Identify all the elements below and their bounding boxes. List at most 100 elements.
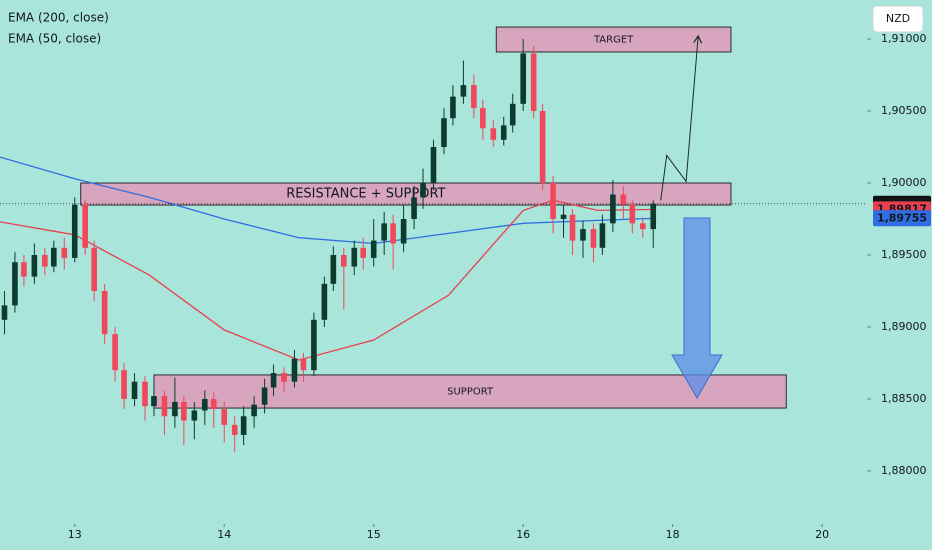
ema-lines — [0, 156, 867, 361]
candle-body — [281, 373, 287, 382]
candle-body — [210, 398, 217, 410]
y-tick-label: 1,90500 — [881, 104, 927, 117]
axes: 1,88000 1,88500 1,89000 1,89500 1,90000 1,905… — [68, 32, 931, 541]
zone — [495, 26, 732, 53]
candle-body — [231, 424, 238, 435]
candle-body — [172, 401, 178, 417]
y-tick-label: 1,88000 — [881, 464, 927, 477]
zone-label: TARGET — [593, 35, 634, 46]
candle-body — [599, 223, 606, 248]
candle-body — [341, 255, 347, 267]
candle-body — [530, 53, 537, 112]
candle-body — [61, 247, 68, 258]
x-tick-label: 16 — [516, 528, 530, 541]
candle-body — [112, 334, 118, 371]
projection-path — [660, 37, 698, 201]
x-tick-label: 20 — [815, 528, 829, 541]
candle-body — [381, 223, 387, 241]
candle-body — [51, 247, 57, 267]
currency-box[interactable] — [872, 5, 924, 33]
candle-body — [121, 370, 127, 399]
candle-body — [82, 204, 89, 248]
candle-body — [441, 118, 447, 148]
price-tag-label: 1,89755 — [877, 211, 927, 224]
x-tick-label: 14 — [217, 528, 231, 541]
candle-body — [509, 103, 516, 126]
y-tick-label: 1,88500 — [881, 392, 927, 405]
legend-entry: EMA (200, close) — [8, 11, 109, 25]
x-tick-label: 18 — [666, 528, 680, 541]
candle-body — [420, 183, 426, 198]
candle-body — [629, 204, 636, 224]
candle-body — [390, 223, 396, 244]
candle-body — [131, 381, 138, 399]
down-arrow — [671, 217, 723, 399]
candle-body — [71, 204, 78, 258]
zones: TARGET RESISTANCE + SUPPORT SUPPORT — [80, 26, 787, 409]
candle-body — [240, 416, 247, 435]
candle-body — [221, 409, 228, 425]
candle-body — [201, 398, 208, 411]
candle-body — [351, 247, 358, 267]
candle-body — [490, 128, 497, 140]
y-tick-label: 1,90000 — [881, 176, 927, 189]
candle-body — [370, 240, 377, 258]
candle-body — [91, 247, 97, 291]
candle-body — [639, 223, 646, 230]
candle-body — [411, 197, 417, 220]
candle-body — [101, 290, 108, 335]
candle-body — [42, 255, 48, 267]
candle-body — [400, 219, 407, 244]
candle-body — [500, 125, 507, 140]
candle-body — [181, 401, 187, 421]
candle-body — [291, 358, 298, 382]
candle-body — [251, 404, 257, 417]
candle-body — [550, 183, 556, 220]
candle-body — [539, 111, 546, 184]
candle-body — [321, 283, 328, 320]
candle-body — [300, 358, 307, 371]
x-tick-label: 13 — [68, 528, 82, 541]
zone — [80, 182, 732, 206]
ema-line — [0, 156, 655, 245]
candle-body — [520, 53, 526, 104]
candle-body — [620, 194, 627, 205]
candle-body — [590, 229, 597, 248]
candle-body — [161, 396, 168, 417]
currency[interactable]: NZD — [886, 12, 910, 25]
x-tick-label: 15 — [367, 528, 381, 541]
candle-body — [31, 255, 38, 277]
y-tick-label: 1,91000 — [881, 32, 927, 45]
candle-body — [311, 319, 317, 371]
candles — [1, 39, 657, 453]
candle-body — [560, 214, 567, 220]
zone — [153, 374, 787, 409]
candle-body — [610, 194, 616, 224]
y-tick-label: 1,89500 — [881, 248, 927, 261]
price-tag — [873, 210, 931, 227]
candle-body — [460, 85, 467, 97]
candle-body — [330, 255, 337, 284]
candle-body — [471, 85, 477, 109]
candle-body — [569, 214, 576, 241]
ema-line — [0, 199, 655, 361]
candle-body — [142, 381, 148, 407]
zone-label: SUPPORT — [447, 386, 494, 397]
candle-body — [430, 147, 437, 184]
candle-body — [360, 247, 367, 258]
candle-body — [151, 396, 157, 407]
candle-body — [12, 262, 18, 306]
candle-body — [270, 373, 277, 388]
candle-body — [1, 305, 8, 320]
zone-label: RESISTANCE + SUPPORT — [286, 187, 445, 202]
candle-body — [650, 203, 657, 230]
candle-body — [480, 108, 486, 129]
candle-body — [21, 262, 27, 277]
legend-entry: EMA (50, close) — [8, 32, 101, 46]
y-tick-label: 1,89000 — [881, 320, 927, 333]
candle-body — [580, 229, 586, 241]
candle-body — [261, 387, 268, 405]
candle-body — [191, 410, 198, 421]
